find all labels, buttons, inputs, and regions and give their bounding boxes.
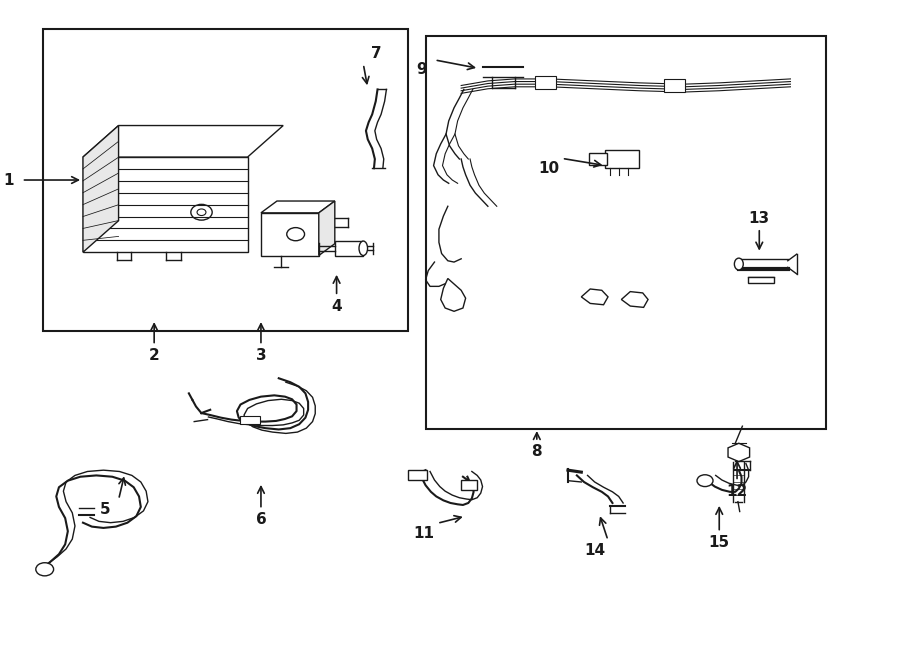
Polygon shape (621, 292, 648, 307)
Polygon shape (261, 213, 319, 256)
Polygon shape (83, 126, 284, 157)
Polygon shape (83, 157, 248, 252)
Polygon shape (319, 201, 335, 256)
Text: 4: 4 (331, 299, 342, 314)
Text: 12: 12 (726, 484, 748, 498)
Bar (606, 150, 639, 168)
Bar (408, 470, 427, 480)
Bar (461, 480, 477, 490)
Text: 7: 7 (372, 46, 382, 62)
Text: 14: 14 (584, 543, 605, 558)
Polygon shape (83, 126, 119, 252)
Polygon shape (441, 279, 465, 311)
Polygon shape (261, 201, 335, 213)
Bar (590, 153, 608, 165)
Polygon shape (581, 289, 608, 305)
Text: 13: 13 (749, 211, 770, 226)
Text: 2: 2 (148, 348, 159, 363)
Text: 11: 11 (413, 526, 435, 541)
Bar (335, 241, 364, 256)
Text: 3: 3 (256, 348, 266, 363)
Text: 1: 1 (3, 173, 14, 187)
Text: 15: 15 (708, 535, 730, 550)
Text: 8: 8 (532, 444, 542, 459)
Text: 5: 5 (100, 502, 111, 517)
Text: 6: 6 (256, 512, 266, 527)
Circle shape (36, 563, 54, 576)
Bar (664, 79, 686, 92)
Circle shape (697, 475, 713, 487)
Bar (240, 416, 260, 424)
Bar (426, 36, 826, 430)
Ellipse shape (734, 258, 743, 270)
Bar (43, 29, 408, 331)
Text: 10: 10 (538, 161, 559, 175)
Bar (748, 277, 774, 283)
Bar (535, 75, 556, 89)
Ellipse shape (359, 241, 367, 256)
Polygon shape (728, 444, 750, 461)
Text: 9: 9 (416, 62, 427, 77)
